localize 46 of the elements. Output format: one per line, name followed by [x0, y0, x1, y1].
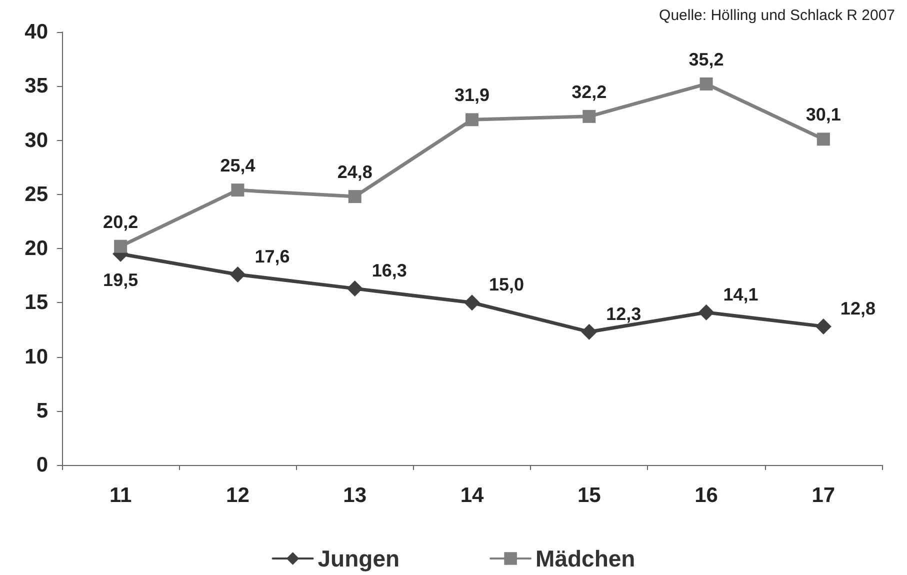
data-label: 30,1 [806, 104, 841, 125]
point [114, 240, 128, 253]
data-label: 17,6 [254, 246, 290, 266]
data-label: 24,8 [337, 162, 372, 182]
y-tick-label: 35 [24, 74, 48, 98]
point [815, 318, 832, 334]
data-label: 19,5 [103, 270, 138, 290]
data-label: 25,4 [220, 156, 256, 176]
data-label: 15,0 [489, 274, 524, 295]
y-tick-label: 40 [24, 20, 48, 44]
x-tick-label: 11 [109, 484, 132, 507]
y-tick-label: 0 [36, 454, 48, 476]
data-label: 12,8 [840, 298, 876, 318]
data-label: 32,2 [572, 82, 607, 102]
data-label: 35,2 [688, 49, 724, 70]
legend-label: Jungen [318, 546, 400, 572]
x-tick-label: 13 [343, 484, 367, 507]
data-label: 31,9 [454, 85, 490, 106]
x-tick-label: 14 [460, 484, 484, 507]
point [698, 304, 714, 320]
y-tick-label: 30 [24, 128, 48, 152]
y-tick-label: 5 [36, 399, 48, 422]
point [816, 132, 830, 146]
point [582, 110, 596, 123]
point [231, 184, 244, 197]
data-label: 12,3 [606, 304, 642, 324]
y-tick-label: 25 [24, 182, 48, 206]
x-tick-label: 12 [226, 484, 250, 507]
data-label: 14,1 [723, 284, 758, 304]
x-tick-label: 16 [694, 484, 718, 507]
data-label: 20,2 [103, 212, 138, 232]
y-tick-label: 10 [24, 345, 48, 368]
y-tick-label: 15 [24, 291, 48, 314]
legend-label: Mädchen [536, 546, 636, 572]
x-tick-label: 15 [577, 484, 602, 507]
point [700, 77, 713, 90]
x-tick-label: 17 [812, 484, 836, 507]
y-tick-label: 20 [24, 237, 48, 260]
point [581, 324, 598, 340]
source-note: Quelle: Hölling und Schlack R 2007 [659, 7, 896, 24]
data-label: 16,3 [372, 260, 407, 281]
point [230, 266, 246, 282]
point [466, 113, 478, 126]
point [464, 294, 480, 311]
point [348, 190, 362, 204]
point [346, 280, 363, 297]
